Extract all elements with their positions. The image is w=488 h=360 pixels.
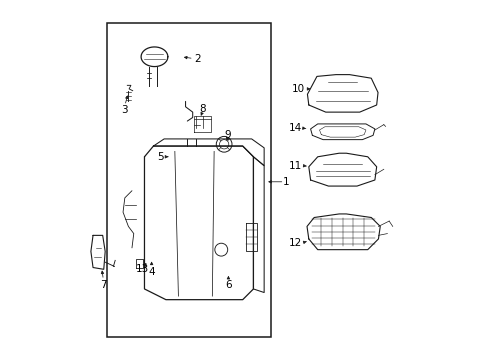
Text: 14: 14 bbox=[288, 123, 301, 133]
Text: 1: 1 bbox=[283, 177, 289, 187]
Text: 6: 6 bbox=[224, 280, 231, 291]
Text: 13: 13 bbox=[135, 264, 148, 274]
Text: 9: 9 bbox=[224, 130, 230, 140]
Text: 5: 5 bbox=[157, 152, 163, 162]
Bar bbox=[107, 23, 271, 337]
Text: 2: 2 bbox=[194, 54, 200, 64]
Text: 3: 3 bbox=[122, 105, 128, 115]
Text: 7: 7 bbox=[100, 280, 106, 290]
Text: 8: 8 bbox=[199, 104, 205, 113]
Text: 10: 10 bbox=[291, 84, 304, 94]
Text: 12: 12 bbox=[288, 238, 301, 248]
Text: 4: 4 bbox=[148, 267, 155, 277]
Text: 11: 11 bbox=[288, 161, 301, 171]
